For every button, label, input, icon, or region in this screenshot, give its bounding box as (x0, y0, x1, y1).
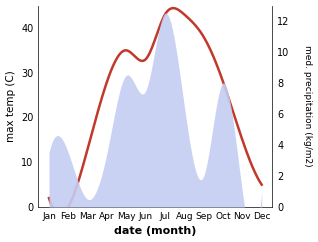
Y-axis label: med. precipitation (kg/m2): med. precipitation (kg/m2) (303, 45, 313, 167)
X-axis label: date (month): date (month) (114, 227, 197, 236)
Y-axis label: max temp (C): max temp (C) (5, 70, 16, 142)
